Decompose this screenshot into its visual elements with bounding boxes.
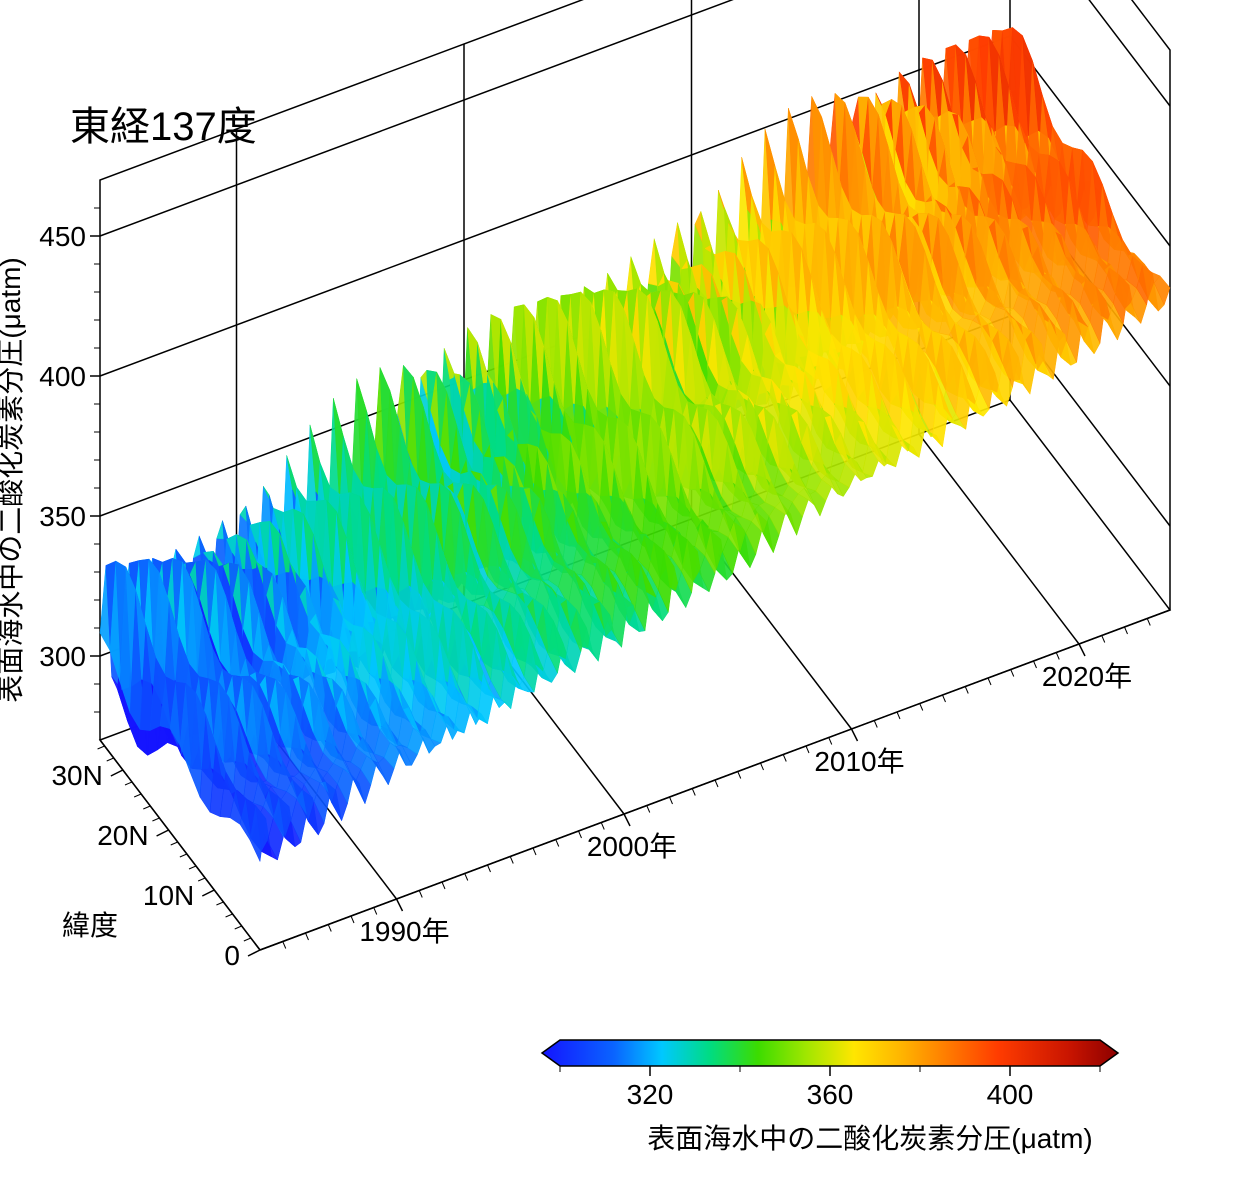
z-axis: 300 350 400 450 表面海水中の二酸化炭素分圧(μatm) xyxy=(0,208,100,712)
x-tick-label: 1990年 xyxy=(359,916,449,947)
x-tick-label: 2010年 xyxy=(814,746,904,777)
z-tick-label: 300 xyxy=(39,641,86,672)
chart-title: 東経137度 xyxy=(70,105,257,149)
z-axis-label: 表面海水中の二酸化炭素分圧(μatm) xyxy=(0,257,26,702)
chart-container: 300 350 400 450 表面海水中の二酸化炭素分圧(μatm) 0 10N 20N 30… xyxy=(0,0,1249,1181)
surface xyxy=(100,27,1170,861)
y-tick-label: 30N xyxy=(51,760,102,791)
z-tick-label: 450 xyxy=(39,221,86,252)
y-axis-label: 緯度 xyxy=(62,910,118,941)
y-tick-label: 10N xyxy=(143,880,194,911)
3d-surface-plot: 300 350 400 450 表面海水中の二酸化炭素分圧(μatm) 0 10N 20N 30… xyxy=(0,0,1249,1181)
y-tick-label: 0 xyxy=(224,940,240,971)
colorbar-tick-label: 360 xyxy=(807,1079,854,1110)
y-tick-label: 20N xyxy=(97,820,148,851)
colorbar: 320 360 400 表面海水中の二酸化炭素分圧(μatm) xyxy=(542,1040,1118,1154)
x-tick-label: 2000年 xyxy=(587,831,677,862)
colorbar-tick-label: 320 xyxy=(627,1079,674,1110)
colorbar-label: 表面海水中の二酸化炭素分圧(μatm) xyxy=(647,1123,1092,1154)
x-tick-label: 2020年 xyxy=(1042,661,1132,692)
z-tick-label: 350 xyxy=(39,501,86,532)
colorbar-tick-label: 400 xyxy=(987,1079,1034,1110)
z-tick-label: 400 xyxy=(39,361,86,392)
